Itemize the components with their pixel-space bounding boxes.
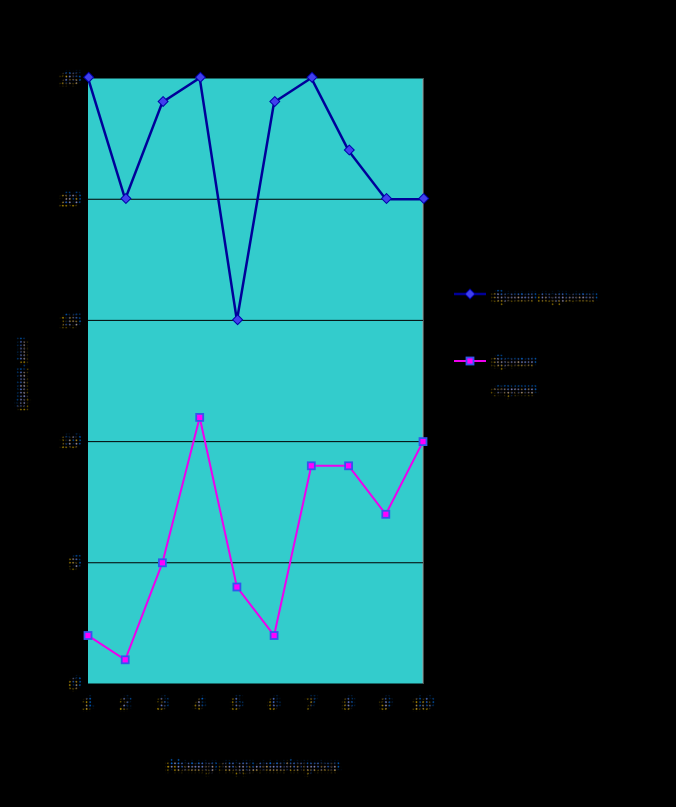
- svg-text:1: 1: [83, 694, 92, 713]
- svg-text:15: 15: [61, 311, 80, 330]
- svg-text:20: 20: [61, 190, 80, 209]
- svg-text:5: 5: [232, 694, 241, 713]
- svg-text:Время, мин: Время, мин: [14, 339, 29, 409]
- svg-text:6: 6: [269, 694, 278, 713]
- svg-text:Время подъема: Время подъема: [493, 288, 596, 304]
- svg-text:спуска: спуска: [493, 381, 536, 397]
- svg-text:25: 25: [61, 69, 80, 88]
- svg-text:10: 10: [61, 432, 80, 451]
- svg-text:10: 10: [414, 694, 433, 713]
- svg-text:0: 0: [71, 674, 80, 693]
- svg-text:3: 3: [158, 694, 167, 713]
- svg-text:2: 2: [120, 694, 129, 713]
- svg-text:Время: Время: [493, 353, 535, 369]
- svg-text:5: 5: [71, 553, 80, 572]
- svg-text:9: 9: [381, 694, 390, 713]
- svg-text:8: 8: [344, 694, 353, 713]
- svg-text:7: 7: [307, 694, 316, 713]
- svg-text:Номер подъема/спуска: Номер подъема/спуска: [167, 758, 339, 775]
- svg-text:4: 4: [195, 694, 204, 713]
